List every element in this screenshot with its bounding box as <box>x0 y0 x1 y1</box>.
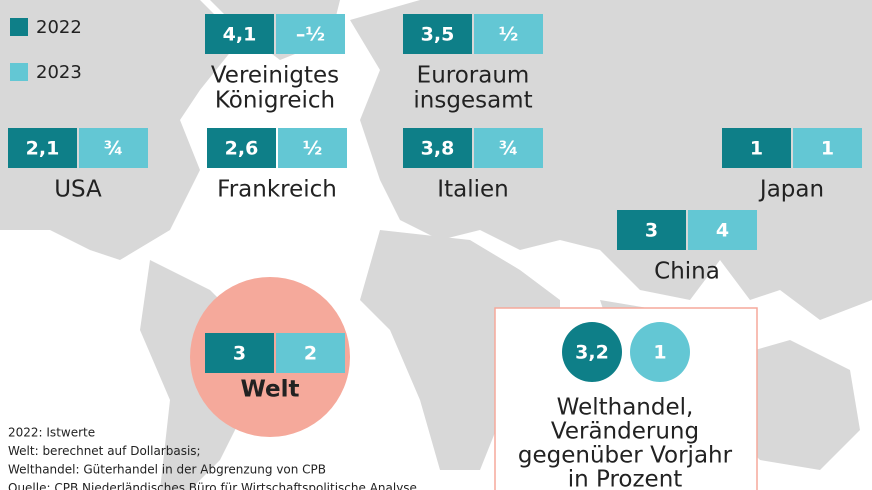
value-2023: 1 <box>821 138 834 160</box>
region-label: USA <box>54 177 102 203</box>
value-box-2023 <box>688 210 757 250</box>
value-2022: 4,1 <box>223 24 257 46</box>
value-box-2022 <box>722 128 791 168</box>
value-2022: 3,8 <box>421 138 455 160</box>
note: Quelle: CPB Niederländisches Büro für Wi… <box>8 481 417 490</box>
region-label: China <box>654 259 720 285</box>
trade-value-2023: 1 <box>653 342 666 364</box>
trade-label: gegenüber Vorjahr <box>518 443 733 469</box>
value-box-2023 <box>276 333 345 373</box>
value-2023: –½ <box>296 24 325 46</box>
region-label: Frankreich <box>217 177 337 203</box>
region-label: Vereinigtes <box>211 63 339 89</box>
value-2022: 2,1 <box>26 138 60 160</box>
value-box-2022 <box>403 128 472 168</box>
value-2023: ¾ <box>499 138 519 160</box>
trade-circle-2023 <box>630 322 690 382</box>
trade-circle-2022 <box>562 322 622 382</box>
trade-value-2022: 3,2 <box>575 342 609 364</box>
value-box-2023 <box>278 128 347 168</box>
region-label: Euroraum <box>417 63 530 89</box>
legend-swatch <box>10 18 28 36</box>
trade-label: Veränderung <box>551 419 699 445</box>
value-2022: 2,6 <box>225 138 259 160</box>
value-2023: ½ <box>303 138 323 160</box>
value-box-2022 <box>617 210 686 250</box>
value-box-2022 <box>207 128 276 168</box>
value-box-2022 <box>403 14 472 54</box>
legend-swatch <box>10 63 28 81</box>
legend-label: 2022 <box>36 17 82 38</box>
region-label: Italien <box>437 177 508 203</box>
value-2023: 2 <box>304 343 317 365</box>
value-box-2022 <box>205 14 274 54</box>
value-2022: 3 <box>233 343 246 365</box>
note: 2022: Istwerte <box>8 426 95 440</box>
trade-label: Welthandel, <box>557 395 694 421</box>
value-2022: 1 <box>750 138 763 160</box>
value-box-2022 <box>8 128 77 168</box>
value-box-2023 <box>474 128 543 168</box>
region-label: Königreich <box>215 88 335 114</box>
value-2022: 3 <box>645 220 658 242</box>
value-box-2022 <box>205 333 274 373</box>
legend-label: 2023 <box>36 62 82 83</box>
world-label: Welt <box>240 377 299 403</box>
value-2022: 3,5 <box>421 24 455 46</box>
value-2023: ½ <box>499 24 519 46</box>
value-box-2023 <box>79 128 148 168</box>
value-2023: ¾ <box>104 138 124 160</box>
value-box-2023 <box>474 14 543 54</box>
value-2023: 4 <box>716 220 729 242</box>
value-box-2023 <box>276 14 345 54</box>
note: Welt: berechnet auf Dollarbasis; <box>8 444 201 458</box>
region-label: Japan <box>758 177 824 203</box>
note: Welthandel: Güterhandel in der Abgrenzun… <box>8 463 326 477</box>
value-box-2023 <box>793 128 862 168</box>
region-label: insgesamt <box>413 88 532 114</box>
trade-box <box>494 307 758 490</box>
trade-label: in Prozent <box>568 467 683 490</box>
